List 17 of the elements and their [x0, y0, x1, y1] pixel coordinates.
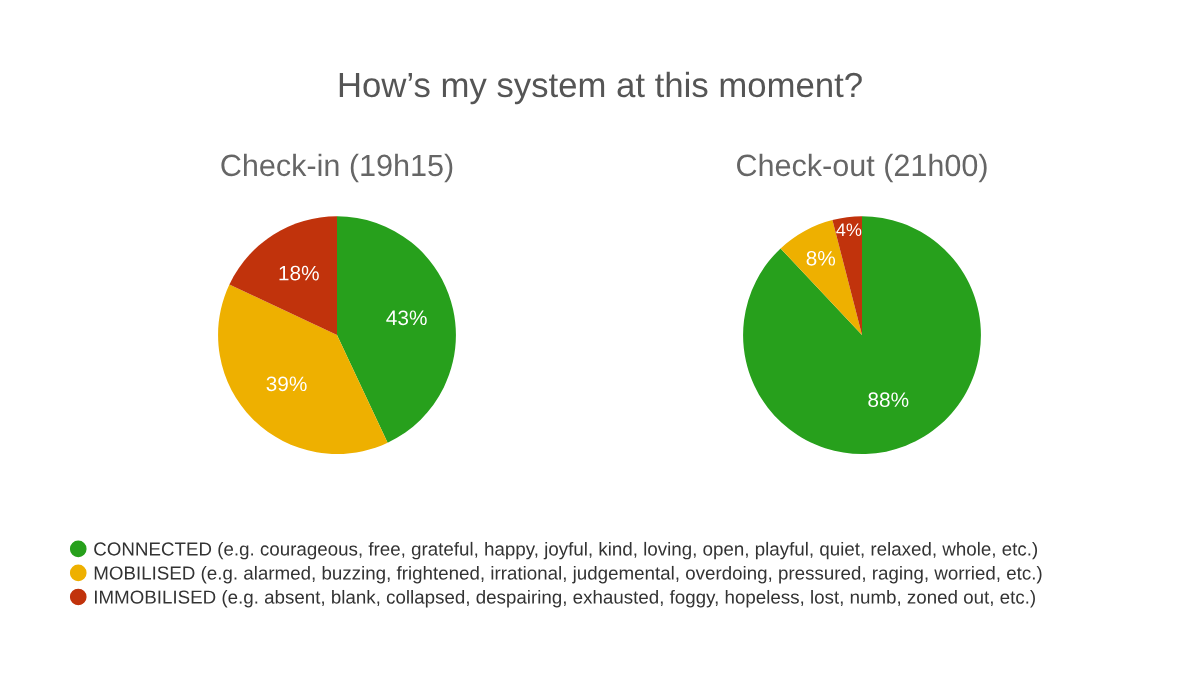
pie-slice: [229, 216, 337, 336]
legend-label: IMMOBILISED (e.g. absent, blank, collapsed, despairing, exhausted, foggy, hopeless, lost, numb, zoned out, etc.): [94, 589, 1035, 608]
data-label: 43%: [386, 310, 427, 326]
pie-slice: [218, 284, 388, 455]
pie-slice: [743, 216, 981, 455]
legend-label: MOBILISED (e.g. alarmed, buzzing, frightened, irrational, judgemental, overdoing, pressured, raging, worried, etc.): [94, 565, 1042, 584]
legend-label: CONNECTED (e.g. courageous, free, grateful, happy, joyful, kind, loving, open, playful, quiet, relaxed, whole, etc.): [94, 541, 1038, 560]
chart-title: Check-out (21h00): [737, 153, 987, 183]
data-label: 88%: [868, 392, 909, 408]
pie-slice: [780, 219, 862, 336]
chart-title: Check-in (19h15): [221, 153, 453, 183]
data-label: 4%: [836, 223, 862, 237]
data-label: 8%: [806, 250, 836, 266]
pie-slice: [337, 216, 456, 443]
text: How’s my system at this moment?: [339, 71, 862, 105]
data-label: 39%: [266, 376, 307, 392]
data-label: 18%: [279, 265, 319, 281]
